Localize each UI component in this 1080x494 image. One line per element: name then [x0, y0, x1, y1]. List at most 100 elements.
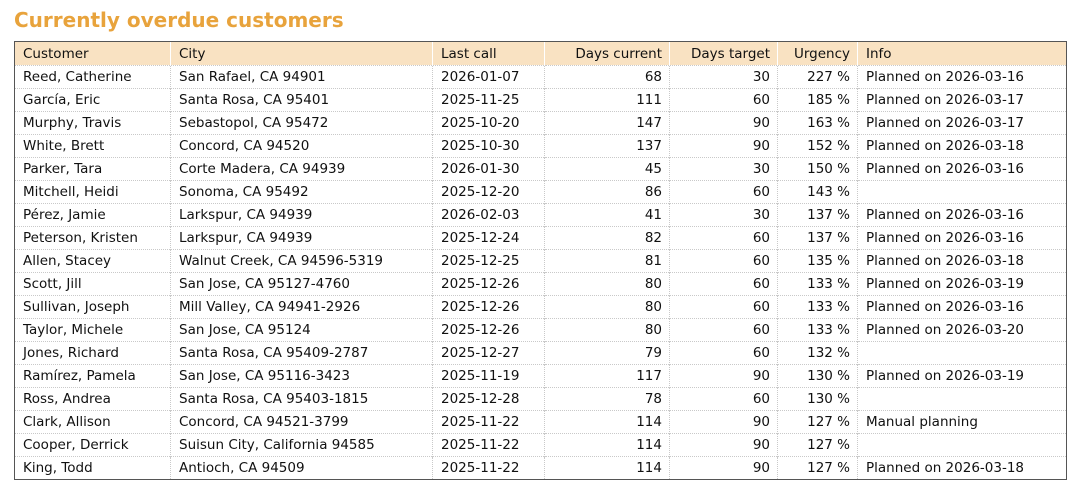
- cell-days-current: 78: [544, 387, 670, 411]
- table-row[interactable]: Taylor, Michele San Jose, CA 95124 2025-12…: [14, 318, 1067, 342]
- cell-days-current: 80: [544, 295, 670, 319]
- cell-last-call: 2025-12-25: [432, 249, 545, 273]
- cell-last-call: 2025-12-20: [432, 180, 545, 204]
- header-row: Customer City Last call Days current Days ta…: [14, 41, 1067, 66]
- column-header-days-target: Days target: [669, 41, 778, 66]
- cell-urgency: 133 %: [777, 318, 858, 342]
- cell-days-current: 41: [544, 203, 670, 227]
- cell-customer: Ross, Andrea: [14, 387, 171, 411]
- cell-city: Antioch, CA 94509: [170, 456, 433, 480]
- cell-urgency: 143 %: [777, 180, 858, 204]
- table-body: Reed, Catherine San Rafael, CA 94901 2026-…: [14, 65, 1067, 480]
- cell-days-current: 79: [544, 341, 670, 365]
- cell-days-current: 137: [544, 134, 670, 158]
- cell-city: Larkspur, CA 94939: [170, 226, 433, 250]
- cell-city: Walnut Creek, CA 94596-5319: [170, 249, 433, 273]
- cell-city: Concord, CA 94521-3799: [170, 410, 433, 434]
- table-row[interactable]: White, Brett Concord, CA 94520 2025-10-30 1…: [14, 134, 1067, 158]
- cell-city: Sebastopol, CA 95472: [170, 111, 433, 135]
- cell-days-target: 60: [669, 341, 778, 365]
- cell-days-current: 45: [544, 157, 670, 181]
- table-row[interactable]: Sullivan, Joseph Mill Valley, CA 94941-29…: [14, 295, 1067, 319]
- cell-last-call: 2025-12-26: [432, 295, 545, 319]
- cell-customer: Reed, Catherine: [14, 65, 171, 89]
- cell-customer: Cooper, Derrick: [14, 433, 171, 457]
- cell-info: Planned on 2026-03-18: [857, 134, 1067, 158]
- cell-last-call: 2025-10-30: [432, 134, 545, 158]
- cell-customer: Mitchell, Heidi: [14, 180, 171, 204]
- cell-days-target: 60: [669, 318, 778, 342]
- table-row[interactable]: Scott, Jill San Jose, CA 95127-4760 2025-1…: [14, 272, 1067, 296]
- table-row[interactable]: Jones, Richard Santa Rosa, CA 95409-2787 2…: [14, 341, 1067, 365]
- table-row[interactable]: Pérez, Jamie Larkspur, CA 94939 2026-02-03…: [14, 203, 1067, 227]
- cell-city: Corte Madera, CA 94939: [170, 157, 433, 181]
- cell-days-target: 90: [669, 410, 778, 434]
- cell-urgency: 163 %: [777, 111, 858, 135]
- table-row[interactable]: Peterson, Kristen Larkspur, CA 94939 2025-…: [14, 226, 1067, 250]
- cell-info: Planned on 2026-03-18: [857, 249, 1067, 273]
- cell-days-target: 60: [669, 249, 778, 273]
- cell-info: Planned on 2026-03-19: [857, 272, 1067, 296]
- cell-days-target: 90: [669, 111, 778, 135]
- table-row[interactable]: Murphy, Travis Sebastopol, CA 95472 2025-1…: [14, 111, 1067, 135]
- cell-info: Planned on 2026-03-19: [857, 364, 1067, 388]
- table-row[interactable]: Reed, Catherine San Rafael, CA 94901 2026-…: [14, 65, 1067, 89]
- cell-urgency: 137 %: [777, 203, 858, 227]
- cell-last-call: 2026-02-03: [432, 203, 545, 227]
- cell-urgency: 152 %: [777, 134, 858, 158]
- cell-city: Santa Rosa, CA 95401: [170, 88, 433, 112]
- cell-days-current: 114: [544, 433, 670, 457]
- table-row[interactable]: King, Todd Antioch, CA 94509 2025-11-22 114…: [14, 456, 1067, 480]
- cell-days-target: 90: [669, 456, 778, 480]
- table-row[interactable]: Parker, Tara Corte Madera, CA 94939 2026-0…: [14, 157, 1067, 181]
- cell-last-call: 2025-12-26: [432, 318, 545, 342]
- cell-urgency: 137 %: [777, 226, 858, 250]
- cell-last-call: 2025-11-22: [432, 410, 545, 434]
- cell-urgency: 133 %: [777, 295, 858, 319]
- cell-urgency: 132 %: [777, 341, 858, 365]
- cell-info: Planned on 2026-03-16: [857, 203, 1067, 227]
- cell-days-current: 80: [544, 318, 670, 342]
- cell-days-current: 68: [544, 65, 670, 89]
- table-row[interactable]: Cooper, Derrick Suisun City, California 9…: [14, 433, 1067, 457]
- cell-days-target: 60: [669, 180, 778, 204]
- cell-last-call: 2025-12-28: [432, 387, 545, 411]
- cell-days-target: 30: [669, 65, 778, 89]
- cell-last-call: 2025-11-19: [432, 364, 545, 388]
- cell-days-current: 117: [544, 364, 670, 388]
- cell-urgency: 130 %: [777, 387, 858, 411]
- cell-days-target: 60: [669, 295, 778, 319]
- table-row[interactable]: Clark, Allison Concord, CA 94521-3799 2025…: [14, 410, 1067, 434]
- cell-city: San Jose, CA 95116-3423: [170, 364, 433, 388]
- cell-info: [857, 433, 1067, 457]
- cell-days-current: 80: [544, 272, 670, 296]
- table-row[interactable]: Allen, Stacey Walnut Creek, CA 94596-5319…: [14, 249, 1067, 273]
- cell-city: Larkspur, CA 94939: [170, 203, 433, 227]
- column-header-city: City: [170, 41, 433, 66]
- cell-customer: Pérez, Jamie: [14, 203, 171, 227]
- cell-city: Sonoma, CA 95492: [170, 180, 433, 204]
- cell-info: Planned on 2026-03-17: [857, 88, 1067, 112]
- cell-days-target: 90: [669, 364, 778, 388]
- cell-customer: White, Brett: [14, 134, 171, 158]
- cell-days-current: 81: [544, 249, 670, 273]
- cell-info: Planned on 2026-03-16: [857, 157, 1067, 181]
- table-row[interactable]: Ramírez, Pamela San Jose, CA 95116-3423 20…: [14, 364, 1067, 388]
- cell-info: Planned on 2026-03-20: [857, 318, 1067, 342]
- cell-days-target: 60: [669, 226, 778, 250]
- cell-customer: Murphy, Travis: [14, 111, 171, 135]
- cell-customer: Peterson, Kristen: [14, 226, 171, 250]
- cell-urgency: 185 %: [777, 88, 858, 112]
- cell-city: San Jose, CA 95127-4760: [170, 272, 433, 296]
- cell-customer: Ramírez, Pamela: [14, 364, 171, 388]
- cell-city: Mill Valley, CA 94941-2926: [170, 295, 433, 319]
- table-row[interactable]: García, Eric Santa Rosa, CA 95401 2025-11-…: [14, 88, 1067, 112]
- cell-info: Planned on 2026-03-18: [857, 456, 1067, 480]
- cell-days-target: 60: [669, 272, 778, 296]
- cell-urgency: 130 %: [777, 364, 858, 388]
- cell-days-target: 60: [669, 387, 778, 411]
- table-row[interactable]: Mitchell, Heidi Sonoma, CA 95492 2025-12-2…: [14, 180, 1067, 204]
- table-row[interactable]: Ross, Andrea Santa Rosa, CA 95403-1815 202…: [14, 387, 1067, 411]
- cell-last-call: 2026-01-07: [432, 65, 545, 89]
